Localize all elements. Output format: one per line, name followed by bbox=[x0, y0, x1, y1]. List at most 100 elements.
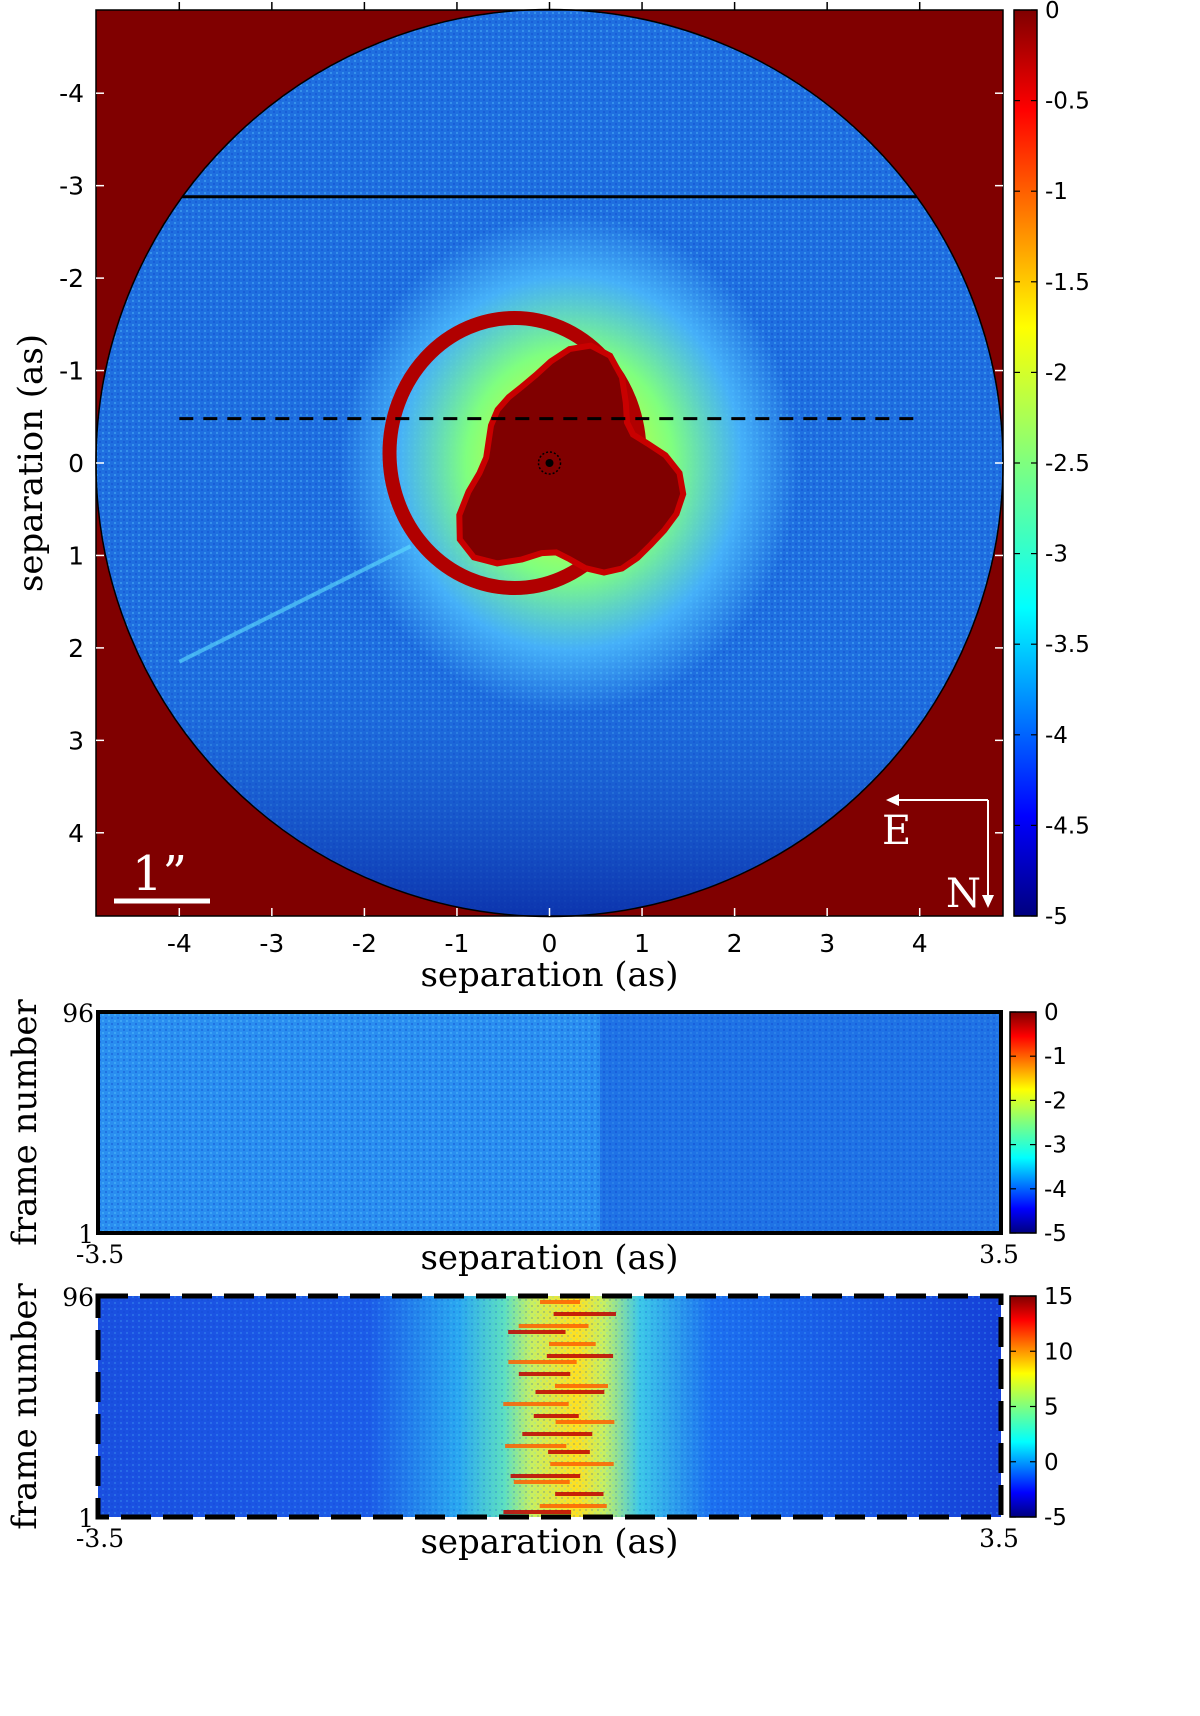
main-colorbar-tick-label: 0 bbox=[1045, 0, 1060, 24]
dashed-cut-streak bbox=[550, 1462, 614, 1466]
solid-cut-noise bbox=[98, 1012, 1001, 1233]
dashed-cut-peak-streaks bbox=[503, 1300, 616, 1514]
main-y-tick-label: 4 bbox=[68, 819, 84, 848]
solid-cut-y-label: frame number bbox=[5, 999, 45, 1246]
compass-north-label: N bbox=[946, 871, 981, 917]
dashed-cut-streak bbox=[518, 1372, 571, 1376]
solid-cut-y-bottom-label: 1 bbox=[78, 1220, 94, 1249]
main-y-tick-label: 3 bbox=[68, 726, 84, 755]
dashed-cut-y-top-label: 96 bbox=[62, 1283, 94, 1312]
p3-colorbar-tick-label: -5 bbox=[1044, 1505, 1067, 1531]
solid-cut-frame bbox=[96, 1010, 1003, 1235]
dashed-cut-streak bbox=[546, 1354, 614, 1358]
solid-cut-darker-right bbox=[600, 1012, 1001, 1233]
dashed-cut-streak bbox=[535, 1390, 605, 1394]
dashed-cut-streak bbox=[554, 1384, 608, 1388]
solid-cut-y-top-label: 96 bbox=[62, 999, 94, 1028]
p2-colorbar-tick-label: -5 bbox=[1044, 1221, 1067, 1247]
main-y-tick-label: -1 bbox=[59, 357, 84, 386]
p3-colorbar-tick-label: 0 bbox=[1044, 1450, 1059, 1476]
compass-arrows bbox=[886, 794, 994, 908]
dashed-cut-colorbar-ticks: 15 10 5 0 -5 bbox=[1010, 1284, 1073, 1531]
main-colorbar-tick-label: -1 bbox=[1045, 179, 1068, 205]
dashed-cut-streak bbox=[555, 1492, 604, 1496]
p2-colorbar-tick-label: -2 bbox=[1044, 1088, 1067, 1114]
dashed-cut-streak bbox=[508, 1360, 577, 1364]
dashed-cut-x-label: separation (as) bbox=[420, 1522, 678, 1562]
dashed-cut-streak bbox=[553, 1312, 616, 1316]
p2-colorbar-tick-label: -3 bbox=[1044, 1133, 1067, 1159]
dashed-cut-streak bbox=[503, 1402, 569, 1406]
faint-streak bbox=[178, 544, 412, 664]
main-y-axis-label: separation (as) bbox=[11, 334, 51, 592]
main-y-tick-label: -4 bbox=[59, 79, 84, 108]
solid-cut-colorbar bbox=[1009, 1011, 1037, 1234]
dashed-cut-streak bbox=[533, 1414, 579, 1418]
main-colorbar-ticks: 0 -0.5 -1 -1.5 -2 -2.5 -3 -3.5 -4 -4.5 -5 bbox=[1014, 0, 1090, 930]
dashed-cut-y-label: frame number bbox=[5, 1283, 45, 1530]
dashed-cut-panel: frame number 96 1 -3.5 3.5 separation (a… bbox=[5, 1283, 1073, 1562]
dashed-cut-streak bbox=[540, 1300, 580, 1304]
main-y-tick-label: -2 bbox=[59, 264, 84, 293]
p2-colorbar-tick-label: -1 bbox=[1044, 1044, 1067, 1070]
main-y-tick-label: 1 bbox=[68, 541, 84, 570]
main-image-panel: 1” E N separation (as) separation (as) -… bbox=[11, 0, 1090, 995]
main-x-tick-label: 2 bbox=[727, 929, 743, 958]
p2-colorbar-tick-label: 0 bbox=[1044, 1000, 1059, 1026]
solid-cut-x-right-label: 3.5 bbox=[979, 1240, 1019, 1269]
main-x-tick-label: -1 bbox=[444, 929, 469, 958]
dashed-cut-x-right-label: 3.5 bbox=[979, 1524, 1019, 1553]
main-x-tick-label: 4 bbox=[912, 929, 928, 958]
solid-cut-panel: frame number 96 1 -3.5 3.5 separation (a… bbox=[5, 999, 1067, 1278]
central-saturated-core bbox=[456, 342, 687, 576]
main-colorbar-tick-label: -2 bbox=[1045, 360, 1068, 386]
main-y-tick-label: -3 bbox=[59, 172, 84, 201]
main-y-tick-label: 2 bbox=[68, 634, 84, 663]
compass-east-label: E bbox=[882, 808, 911, 854]
dashed-cut-streak bbox=[518, 1324, 589, 1328]
main-colorbar-tick-label: -0.5 bbox=[1045, 89, 1090, 115]
dashed-cut-streak bbox=[522, 1432, 593, 1436]
p3-colorbar-tick-label: 10 bbox=[1044, 1339, 1073, 1365]
main-x-tick-label: 1 bbox=[634, 929, 650, 958]
main-colorbar-tick-label: -2.5 bbox=[1045, 451, 1090, 477]
p2-colorbar-tick-label: -4 bbox=[1044, 1177, 1067, 1203]
dashed-cut-x-left-label: -3.5 bbox=[76, 1524, 124, 1553]
main-x-tick-label: -3 bbox=[259, 929, 284, 958]
dashed-cut-streak bbox=[508, 1330, 566, 1334]
main-image-ticks bbox=[96, 2, 1003, 916]
main-colorbar-tick-label: -4.5 bbox=[1045, 813, 1090, 839]
scale-bar-label: 1” bbox=[132, 846, 187, 902]
solid-cut-colorbar-ticks: 0 -1 -2 -3 -4 -5 bbox=[1010, 1000, 1067, 1247]
dashed-cut-y-bottom-label: 1 bbox=[78, 1504, 94, 1533]
dashed-cut-streak bbox=[513, 1480, 570, 1484]
star-marker-ring bbox=[537, 451, 562, 475]
dashed-cut-streak bbox=[548, 1450, 590, 1454]
main-colorbar-tick-label: -1.5 bbox=[1045, 270, 1090, 296]
main-x-tick-label: 0 bbox=[542, 929, 558, 958]
dashed-cut-streak bbox=[505, 1444, 567, 1448]
main-x-tick-label: -2 bbox=[352, 929, 377, 958]
solid-cut-x-label: separation (as) bbox=[420, 1238, 678, 1278]
dashed-cut-streak bbox=[555, 1420, 615, 1424]
main-colorbar-tick-label: -3 bbox=[1045, 542, 1068, 568]
main-y-tick-label: 0 bbox=[68, 449, 84, 478]
dashed-cut-frame bbox=[95, 1293, 1004, 1520]
p3-colorbar-tick-label: 5 bbox=[1044, 1395, 1059, 1421]
star-marker bbox=[545, 459, 554, 467]
dashed-cut-streak bbox=[503, 1510, 572, 1514]
dashed-cut-streak bbox=[510, 1474, 581, 1478]
main-colorbar-tick-label: -5 bbox=[1045, 904, 1068, 930]
p3-colorbar-tick-label: 15 bbox=[1044, 1284, 1073, 1310]
main-x-tick-label: -4 bbox=[167, 929, 192, 958]
main-y-tick-labels: -4 -3 -2 -1 0 1 2 3 4 bbox=[59, 79, 84, 848]
main-colorbar-tick-label: -4 bbox=[1045, 723, 1068, 749]
dashed-cut-streak bbox=[539, 1504, 607, 1508]
dashed-cut-streak bbox=[549, 1342, 596, 1346]
main-x-axis-label: separation (as) bbox=[420, 955, 678, 995]
main-colorbar-tick-label: -3.5 bbox=[1045, 632, 1090, 658]
main-x-tick-label: 3 bbox=[819, 929, 835, 958]
main-x-tick-labels: -4 -3 -2 -1 0 1 2 3 4 bbox=[167, 929, 928, 958]
solid-cut-x-left-label: -3.5 bbox=[76, 1240, 124, 1269]
